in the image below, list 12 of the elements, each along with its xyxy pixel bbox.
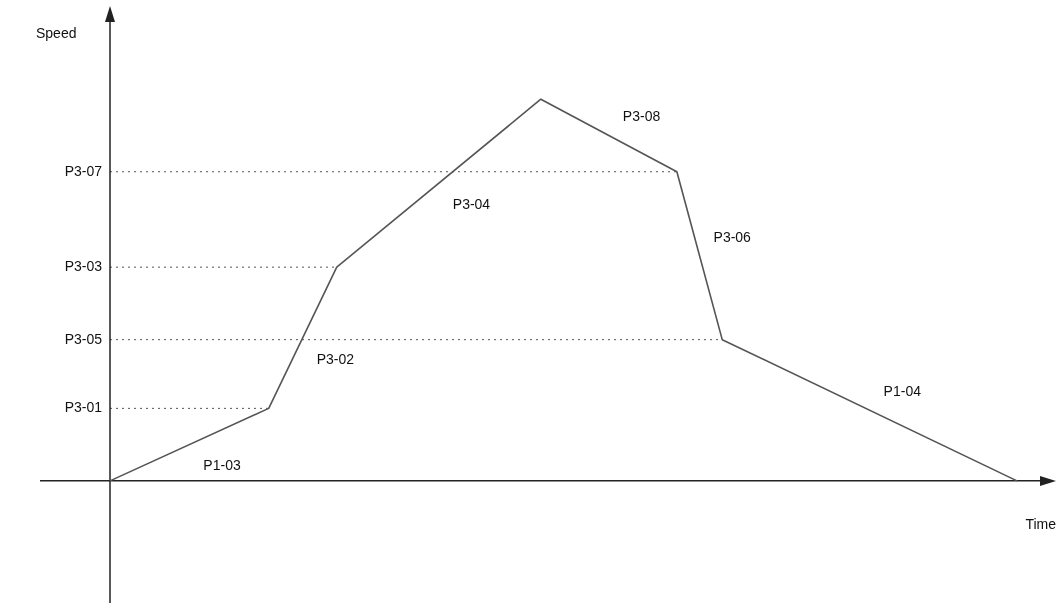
annotation: P1-04 [883, 383, 922, 400]
ref-line-label: P3-01 [64, 399, 103, 416]
annotation: P3-08 [622, 108, 661, 125]
ref-line-label: P3-05 [64, 330, 103, 347]
x-axis-title: Time [1025, 515, 1057, 532]
ref-line-label: P3-07 [64, 162, 103, 179]
annotation: P3-02 [316, 350, 355, 367]
ref-line-label: P3-03 [64, 258, 103, 275]
annotation: P1-03 [203, 457, 241, 474]
annotation: P3-06 [713, 228, 752, 245]
annotation: P3-04 [452, 196, 491, 213]
y-axis-title: Speed [36, 24, 77, 41]
